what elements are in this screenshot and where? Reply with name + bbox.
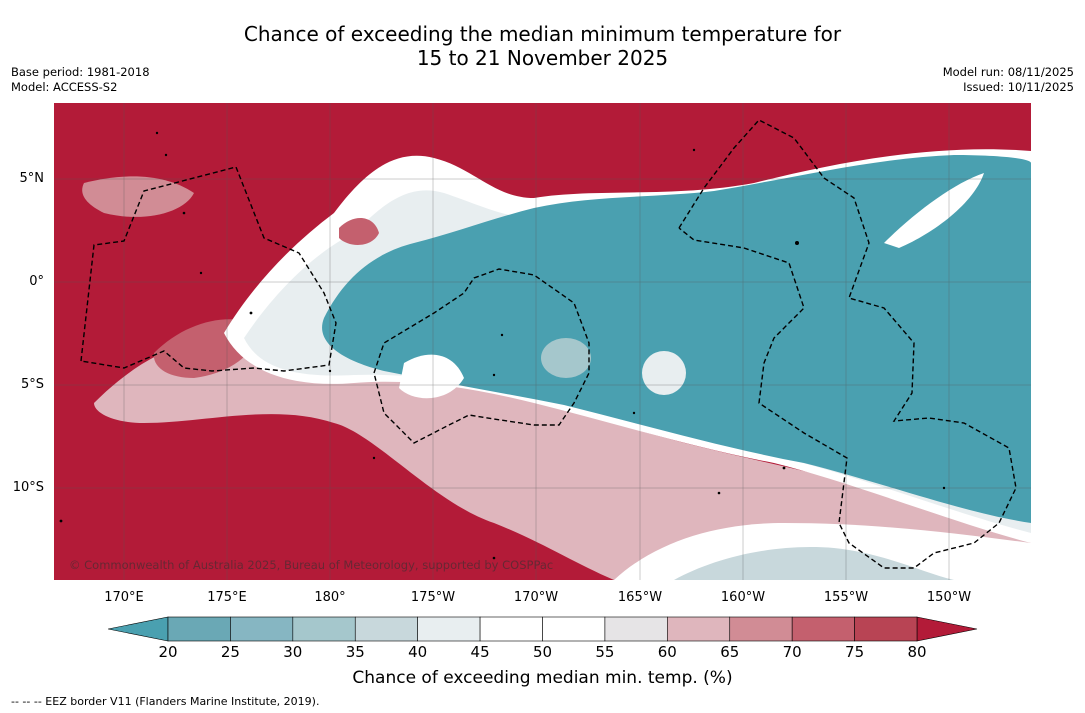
colorbar-tick-label: 80 [907,643,927,661]
colorbar-tick-label: 65 [720,643,740,661]
model-name: Model: ACCESS-S2 [11,80,118,94]
colorbar-tick-label: 55 [595,643,615,661]
lon-label-160w: 160°W [720,590,766,605]
meta-right: Model run: 08/11/2025 Issued: 10/11/2025 [943,65,1074,95]
chart-title: Chance of exceeding the median minimum t… [0,22,1085,70]
lon-label-170e: 170°E [104,590,144,605]
colorbar-tick-label: 70 [782,643,802,661]
colorbar-tick-label: 40 [408,643,428,661]
colorbar-segment [854,616,918,642]
colorbar-tick-label: 30 [283,643,303,661]
colorbar-tick-label: 50 [532,643,553,661]
colorbar-segment [354,616,418,642]
title-line-1: Chance of exceeding the median minimum t… [243,22,842,46]
colorbar-segment [417,616,481,642]
lon-label-180: 180° [314,590,346,605]
meta-left: Base period: 1981-2018 Model: ACCESS-S2 [11,65,150,95]
colorbar-segment [542,616,606,642]
map-field [54,103,1031,580]
colorbar-tick-label: 60 [657,643,677,661]
colorbar-segment [167,616,231,642]
colorbar-tick-label: 45 [470,643,490,661]
lon-label-170w: 170°W [513,590,559,605]
colorbar-segment [604,616,668,642]
colorbar-segment [479,616,543,642]
lon-label-175w: 175°W [410,590,456,605]
colorbar-segment [292,616,356,642]
colorbar [108,616,978,642]
colorbar-low-extension [108,616,169,642]
colorbar-high-extension [916,616,978,642]
base-period: Base period: 1981-2018 [11,65,150,79]
lon-label-175e: 175°E [207,590,247,605]
colorbar-segment [667,616,731,642]
title-line-2: 15 to 21 November 2025 [416,46,669,70]
colorbar-segment [791,616,855,642]
colorbar-tick-label: 75 [845,643,865,661]
colorbar-segment [230,616,294,642]
lat-label-0: 0° [29,274,44,289]
lon-label-150w: 150°W [926,590,972,605]
lat-label-5n: 5°N [19,171,45,186]
lon-label-155w: 155°W [823,590,869,605]
copyright-notice: © Commonwealth of Australia 2025, Bureau… [69,558,554,572]
lon-label-165w: 165°W [617,590,663,605]
lat-label-10s: 10°S [12,480,44,495]
colorbar-tick-label: 25 [220,643,240,661]
colorbar-label: Chance of exceeding median min. temp. (%… [352,668,733,688]
colorbar-tick-label: 35 [345,643,365,661]
issued-date: Issued: 10/11/2025 [963,80,1074,94]
lat-label-5s: 5°S [20,377,44,392]
forecast-map: © Commonwealth of Australia 2025, Bureau… [54,103,1031,580]
colorbar-segment [729,616,793,642]
eez-legend: -- -- -- EEZ border V11 (Flanders Marine… [11,695,320,708]
model-run: Model run: 08/11/2025 [942,65,1074,79]
colorbar-tick-label: 20 [158,643,178,661]
